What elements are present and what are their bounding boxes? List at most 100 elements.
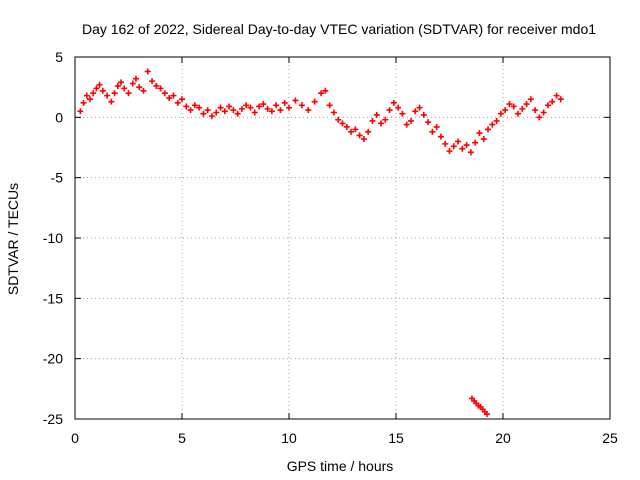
y-tick-label: 5 xyxy=(55,49,63,65)
data-point xyxy=(157,85,164,92)
data-point xyxy=(292,97,299,104)
x-tick-label: 10 xyxy=(281,430,297,446)
data-point xyxy=(208,113,215,120)
data-point xyxy=(322,87,329,94)
data-point xyxy=(80,99,87,106)
data-point xyxy=(93,85,100,92)
data-point xyxy=(179,96,185,103)
data-point xyxy=(170,92,177,99)
chart-title: Day 162 of 2022, Sidereal Day-to-day VTE… xyxy=(82,21,596,37)
data-point xyxy=(144,68,151,75)
data-point xyxy=(416,104,423,111)
data-point xyxy=(399,110,406,117)
data-point xyxy=(472,139,479,146)
data-point xyxy=(221,108,228,115)
data-point xyxy=(412,108,419,115)
data-point xyxy=(213,109,220,116)
data-point xyxy=(104,92,111,99)
data-point xyxy=(140,87,147,94)
data-point xyxy=(114,82,121,89)
axis-ticks: 0 5 10 15 20 25 5 0 -5 -10 -15 -20 -25 xyxy=(43,49,618,446)
data-point xyxy=(251,109,258,116)
data-point xyxy=(260,101,267,108)
data-point xyxy=(318,90,325,97)
data-point xyxy=(121,85,128,92)
data-point xyxy=(83,92,90,99)
data-point xyxy=(348,128,355,135)
data-point xyxy=(352,126,359,133)
data-point xyxy=(467,149,474,156)
data-point xyxy=(125,90,132,97)
data-point xyxy=(523,101,530,108)
data-point xyxy=(407,117,414,124)
data-point xyxy=(360,136,367,143)
data-point xyxy=(187,107,194,114)
data-point xyxy=(183,103,190,110)
data-point xyxy=(446,148,453,155)
data-point xyxy=(420,111,427,118)
data-point xyxy=(343,123,350,130)
data-point xyxy=(429,128,436,135)
data-point xyxy=(450,143,457,150)
data-point xyxy=(149,78,156,85)
x-axis-label: GPS time / hours xyxy=(287,458,394,474)
data-point xyxy=(191,102,198,109)
data-point xyxy=(118,79,125,86)
x-tick-label: 15 xyxy=(388,430,404,446)
data-point xyxy=(485,126,492,133)
x-tick-label: 5 xyxy=(178,430,186,446)
data-point xyxy=(519,105,526,112)
data-points xyxy=(77,68,564,418)
data-point xyxy=(335,116,342,123)
data-point xyxy=(286,104,292,111)
data-point xyxy=(549,98,556,105)
data-point xyxy=(527,96,534,103)
data-point xyxy=(365,128,372,135)
data-point xyxy=(557,96,564,103)
data-point xyxy=(281,99,288,106)
data-point xyxy=(99,87,106,94)
data-point xyxy=(77,108,84,115)
data-point xyxy=(305,107,312,114)
data-point xyxy=(238,105,245,112)
data-point xyxy=(386,107,393,114)
data-point xyxy=(226,103,233,110)
data-point xyxy=(489,121,496,128)
data-point xyxy=(510,103,517,110)
data-point xyxy=(136,84,143,91)
data-point xyxy=(553,92,560,99)
data-point xyxy=(166,95,173,102)
data-point xyxy=(403,121,410,128)
data-point xyxy=(339,120,346,127)
data-point xyxy=(356,132,363,139)
y-tick-label: 0 xyxy=(55,109,63,125)
data-point xyxy=(514,110,521,117)
data-point xyxy=(373,111,380,118)
data-point xyxy=(480,136,487,143)
data-point xyxy=(536,114,543,121)
data-point xyxy=(196,104,203,111)
data-point xyxy=(200,110,207,117)
data-point xyxy=(326,102,333,109)
data-point xyxy=(277,107,284,114)
data-point xyxy=(161,90,168,97)
data-point xyxy=(330,109,337,116)
data-point xyxy=(86,96,93,103)
data-point xyxy=(483,411,490,418)
data-point xyxy=(442,140,449,147)
data-point xyxy=(268,108,275,115)
grid-lines xyxy=(75,57,610,419)
data-point xyxy=(230,107,237,114)
data-point xyxy=(264,105,271,112)
data-point xyxy=(433,123,440,130)
x-tick-label: 0 xyxy=(71,430,79,446)
data-point xyxy=(129,80,136,87)
data-point xyxy=(111,90,118,97)
data-point xyxy=(502,107,509,114)
data-point xyxy=(90,90,97,97)
data-point xyxy=(437,133,444,140)
data-point xyxy=(247,104,254,111)
data-point xyxy=(506,101,513,108)
data-point xyxy=(476,130,483,137)
data-point xyxy=(204,107,211,114)
